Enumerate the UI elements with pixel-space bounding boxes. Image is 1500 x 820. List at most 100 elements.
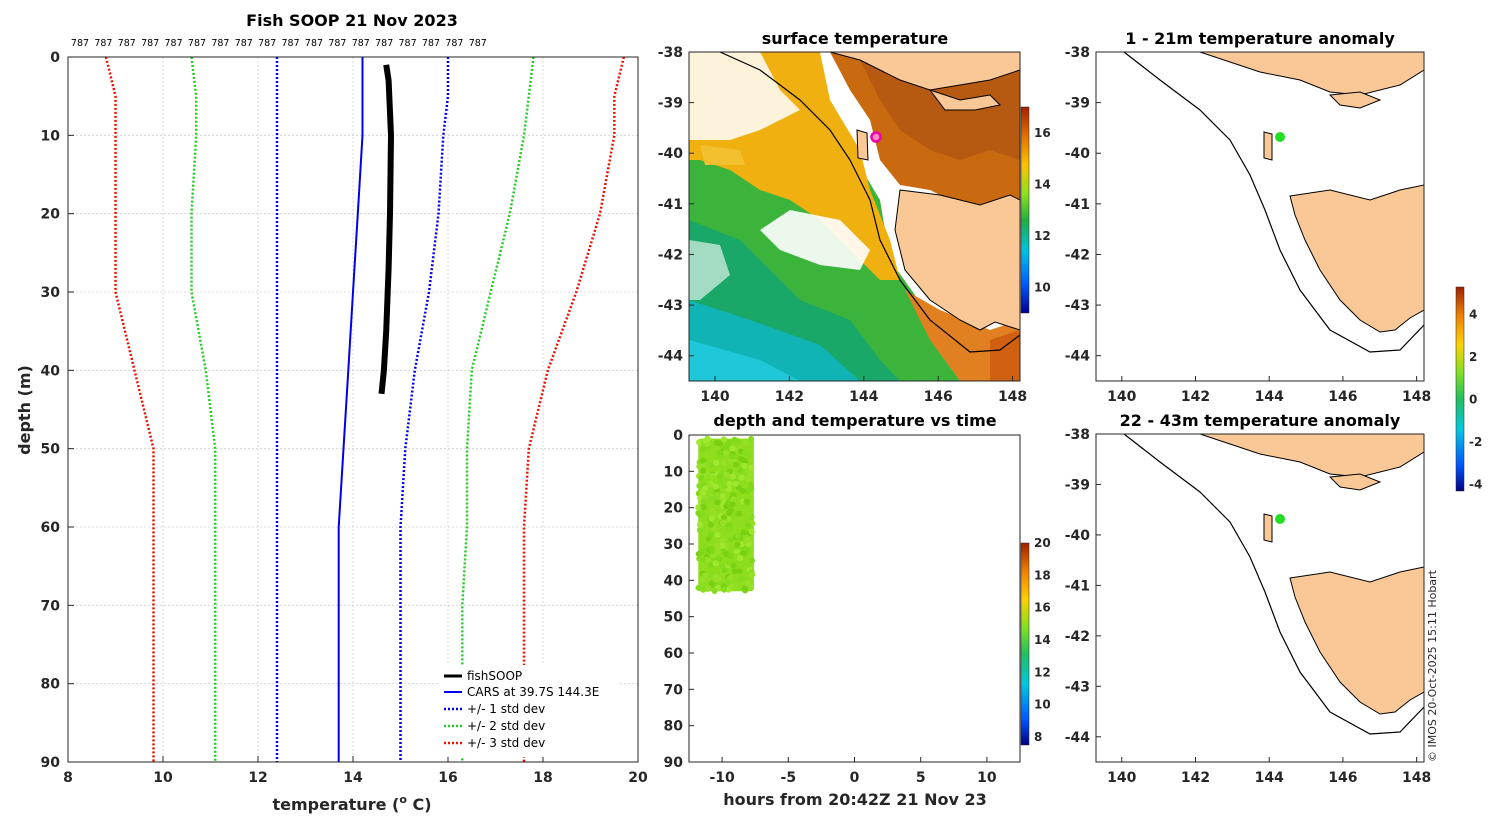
timeplot-point	[744, 537, 751, 544]
timeplot-point	[735, 533, 742, 540]
timeplot-y-tick-label: 50	[664, 610, 684, 626]
timeplot-point	[733, 548, 740, 555]
timeplot-point	[707, 495, 714, 502]
anom1-x-tick-label: 148	[1402, 389, 1431, 405]
profile-y-tick-label: 90	[41, 755, 61, 771]
sst-colorbar-tick-label: 14	[1034, 177, 1051, 191]
timeplot-point	[711, 588, 718, 594]
sst-y-ticks: -38 -39 -40 -41 -42 -43 -44	[658, 45, 694, 365]
legend-cars: CARS at 39.7S 144.3E	[467, 685, 599, 699]
anom2-title: 22 - 43m temperature anomaly	[1120, 411, 1401, 430]
timeplot-point	[712, 494, 718, 501]
timeplot-point	[704, 557, 711, 564]
sst-y-tick-label: -39	[658, 96, 683, 112]
timeplot-point	[717, 478, 724, 485]
profile-ylabel: depth (m)	[15, 365, 34, 455]
timeplot-point	[696, 555, 703, 562]
timeplot-x-ticks: -10 -5 0 5 10	[709, 757, 997, 786]
anom2-x-tick-label: 148	[1402, 770, 1431, 786]
timeplot-point	[695, 504, 702, 511]
timeplot-point	[712, 576, 719, 583]
timeplot-colorbar-tick-label: 20	[1034, 536, 1051, 550]
anomaly-colorbar-tick-label: -4	[1469, 478, 1482, 492]
fishsoop-line	[378, 64, 394, 395]
timeplot-point	[700, 503, 707, 510]
timeplot-point	[714, 543, 721, 549]
sst-colorbar	[1020, 106, 1030, 314]
profile-x-tick-label: 16	[438, 770, 457, 786]
anom1-x-tick-label: 144	[1255, 389, 1284, 405]
legend-fishsoop: fishSOOP	[467, 669, 522, 683]
timeplot-colorbar-ticks: 20 18 16 14 12 10 8	[1034, 536, 1051, 744]
anom1-y-tick-label: -41	[1065, 197, 1090, 213]
anom1-y-tick-label: -43	[1065, 298, 1090, 314]
timeplot-point	[737, 576, 744, 583]
profile-count-label: 787	[399, 38, 417, 49]
timeplot-point	[726, 560, 733, 566]
timeplot-y-tick-label: 20	[664, 501, 684, 517]
profile-count-label: 787	[352, 38, 370, 49]
profile-x-tick-label: 14	[343, 770, 363, 786]
timeplot-point	[748, 464, 755, 471]
sst-x-tick-label: 140	[700, 389, 729, 405]
profile-count-label: 787	[118, 38, 136, 49]
profile-count-label: 787	[305, 38, 323, 49]
timeplot-colorbar-tick-label: 10	[1034, 698, 1051, 712]
timeplot-y-tick-label: 60	[664, 646, 684, 662]
timeplot-point	[719, 542, 726, 549]
timeplot-point	[708, 462, 714, 469]
timeplot-y-ticks: 0 10 20 30 40 50 60 70 80 90	[664, 428, 694, 771]
timeplot-y-tick-label: 10	[664, 464, 684, 480]
timeplot-point	[729, 453, 736, 460]
timeplot-point	[698, 474, 705, 481]
sst-colorbar-tick-label: 16	[1034, 126, 1051, 140]
anom2-y-tick-label: -40	[1065, 528, 1091, 544]
anom1-x-tick-label: 140	[1107, 389, 1136, 405]
profile-y-tick-label: 0	[50, 50, 60, 66]
sst-y-tick-label: -41	[658, 197, 683, 213]
timeplot-point	[700, 586, 707, 593]
anom2-y-tick-label: -42	[1065, 629, 1090, 645]
anom2-x-tick-label: 142	[1181, 770, 1210, 786]
timeplot-point	[720, 436, 727, 443]
timeplot-point	[726, 480, 733, 487]
timeplot-point	[748, 528, 755, 535]
anom1-location-marker	[1275, 132, 1285, 142]
timeplot-y-tick-label: 30	[664, 537, 684, 553]
timeplot-point	[697, 495, 704, 501]
timeplot-point	[732, 461, 739, 468]
timeplot-point	[716, 449, 723, 456]
sst-title: surface temperature	[762, 29, 949, 48]
sst-y-tick-label: -43	[658, 298, 683, 314]
timeplot-point	[727, 575, 733, 582]
timeplot-point	[708, 580, 715, 587]
profile-count-label: 787	[165, 38, 183, 49]
sst-location-marker	[870, 131, 882, 143]
timeplot-point	[744, 580, 751, 587]
legend-std3: +/- 3 std dev	[467, 736, 545, 750]
sst-y-tick-label: -38	[658, 45, 683, 61]
timeplot-point	[739, 487, 746, 494]
profile-count-label: 787	[375, 38, 393, 49]
anom2-map	[1096, 434, 1424, 762]
timeplot-point	[737, 555, 743, 561]
timeplot-point	[708, 515, 715, 522]
timeplot-point	[709, 472, 716, 479]
timeplot-point	[719, 493, 726, 500]
profile-count-label: 787	[141, 38, 159, 49]
timeplot-colorbar-tick-label: 18	[1034, 568, 1051, 582]
anomaly-colorbar-tick-label: 4	[1469, 308, 1477, 322]
anom2-x-ticks: 140 142 144 146 148	[1107, 757, 1431, 786]
timeplot-point	[717, 440, 723, 447]
timeplot-point	[739, 456, 746, 463]
timeplot-point	[708, 531, 715, 538]
profile-count-label: 787	[235, 38, 253, 49]
profile-x-tick-label: 20	[628, 770, 648, 786]
sst-y-tick-label: -40	[658, 146, 684, 162]
timeplot-point	[714, 531, 721, 538]
timeplot-title: depth and temperature vs time	[713, 411, 996, 430]
timeplot-point	[738, 474, 745, 481]
timeplot-point	[741, 585, 748, 592]
profile-count-label: 787	[422, 38, 440, 49]
sst-colorbar-ticks: 16 14 12 10	[1034, 126, 1051, 295]
